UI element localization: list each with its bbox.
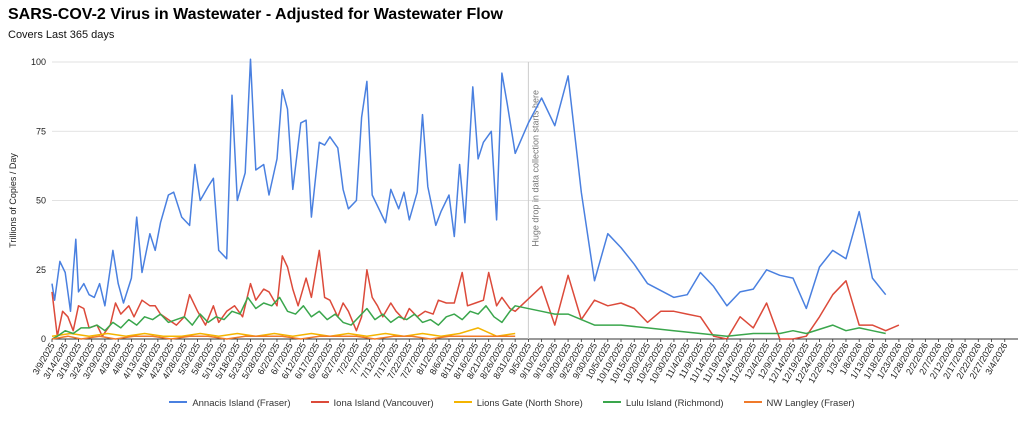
legend-swatch bbox=[602, 401, 621, 404]
legend-label: Annacis Island (Fraser) bbox=[192, 398, 291, 409]
legend-item: Lions Gate (North Shore) bbox=[453, 398, 583, 409]
legend: Annacis Island (Fraser) Iona Island (Vanc… bbox=[0, 398, 1024, 409]
y-tick-label: 50 bbox=[36, 196, 46, 206]
y-tick-label: 0 bbox=[41, 334, 46, 344]
legend-swatch bbox=[453, 401, 472, 404]
chart-title: SARS-COV-2 Virus in Wastewater - Adjuste… bbox=[8, 6, 503, 23]
legend-swatch bbox=[743, 401, 762, 404]
legend-label: Iona Island (Vancouver) bbox=[333, 398, 434, 409]
x-axis-ticks: 3/9/20253/14/20253/19/20253/24/20253/29/… bbox=[31, 339, 1009, 385]
legend-item: Iona Island (Vancouver) bbox=[310, 398, 434, 409]
chart-subtitle: Covers Last 365 days bbox=[8, 29, 115, 41]
y-tick-label: 25 bbox=[36, 265, 46, 275]
gridlines bbox=[52, 61, 1018, 340]
legend-label: NW Langley (Fraser) bbox=[766, 398, 855, 409]
y-axis-label: Trillions of Copies / Day bbox=[8, 153, 18, 248]
annotation-text: Huge drop in data collection starts here bbox=[530, 90, 540, 247]
legend-item: Lulu Island (Richmond) bbox=[602, 398, 724, 409]
series-line-1 bbox=[51, 249, 900, 340]
series-lines bbox=[51, 58, 900, 340]
legend-label: Lulu Island (Richmond) bbox=[625, 398, 724, 409]
series-line-3 bbox=[51, 296, 886, 340]
y-axis-ticks: 0 25 50 75 100 bbox=[31, 57, 46, 344]
line-chart: 0 25 50 75 100 Trillions of Copies / Day Hug… bbox=[8, 57, 1018, 385]
y-tick-label: 100 bbox=[31, 57, 46, 67]
series-line-0 bbox=[51, 58, 887, 313]
series-line-4 bbox=[51, 335, 516, 340]
legend-item: NW Langley (Fraser) bbox=[743, 398, 855, 409]
y-tick-label: 75 bbox=[36, 126, 46, 136]
annotation: Huge drop in data collection starts here bbox=[527, 62, 540, 339]
legend-swatch bbox=[310, 401, 329, 404]
legend-label: Lions Gate (North Shore) bbox=[476, 398, 583, 409]
series-line-2 bbox=[51, 327, 516, 337]
legend-item: Annacis Island (Fraser) bbox=[169, 398, 291, 409]
legend-swatch bbox=[169, 401, 188, 404]
